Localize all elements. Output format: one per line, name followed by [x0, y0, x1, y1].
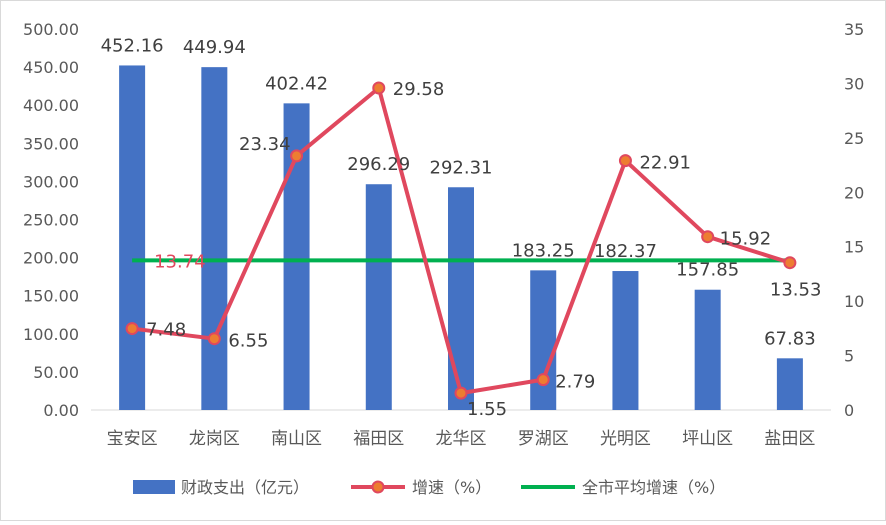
- bar-value-label: 452.16: [101, 35, 164, 56]
- bar-series: [119, 65, 803, 411]
- left-tick-label: 450.00: [23, 58, 79, 77]
- category-label: 福田区: [353, 429, 404, 449]
- category-label: 宝安区: [107, 429, 158, 449]
- growth-point: [290, 149, 304, 163]
- growth-point: [536, 373, 550, 387]
- left-tick-label: 0.00: [43, 401, 79, 420]
- legend-growth-label: 增速（%）: [412, 478, 491, 497]
- category-label: 坪山区: [682, 429, 733, 449]
- category-label: 盐田区: [764, 429, 815, 449]
- category-label: 光明区: [600, 429, 651, 449]
- left-tick-label: 400.00: [23, 96, 79, 115]
- growth-value-label: 6.55: [228, 331, 268, 352]
- category-label: 龙华区: [436, 429, 487, 449]
- growth-point: [207, 332, 221, 346]
- right-tick-label: 30: [844, 74, 864, 93]
- bar: [694, 289, 721, 410]
- legend-growth-marker: [371, 480, 385, 494]
- category-labels: 宝安区 龙岗区 南山区 福田区 龙华区 罗湖区 光明区 坪山区 盐田区: [107, 429, 816, 449]
- legend-bar-label: 财政支出（亿元）: [181, 478, 309, 497]
- bar: [612, 271, 639, 410]
- bar-value-label: 449.94: [183, 37, 246, 58]
- growth-point: [701, 230, 715, 244]
- bar-value-label: 183.25: [512, 240, 575, 261]
- growth-value-label: 22.91: [639, 153, 691, 174]
- right-tick-label: 20: [844, 183, 864, 202]
- bar-value-label: 292.31: [430, 157, 493, 178]
- right-tick-label: 5: [844, 347, 854, 366]
- growth-value-label: 7.48: [146, 320, 186, 341]
- left-tick-label: 200.00: [23, 249, 79, 268]
- bar-value-label: 182.37: [594, 241, 657, 262]
- left-tick-label: 350.00: [23, 134, 79, 153]
- growth-value-label: 13.53: [770, 280, 822, 301]
- data-labels: 452.16 449.94 402.42 296.29 292.31 183.25 182.…: [101, 35, 822, 420]
- bar: [201, 67, 228, 410]
- bar: [776, 358, 803, 410]
- bar: [530, 270, 557, 410]
- right-tick-label: 35: [844, 20, 864, 39]
- left-axis-ticks: 0.00 50.00 100.00 150.00 200.00 250.00 300.00 3…: [23, 20, 79, 420]
- growth-value-label: 1.55: [467, 399, 507, 420]
- growth-point: [125, 322, 139, 336]
- right-tick-label: 10: [844, 292, 864, 311]
- category-label: 罗湖区: [518, 429, 569, 449]
- legend-bar-swatch: [133, 480, 175, 494]
- bar-value-label: 296.29: [347, 154, 410, 175]
- left-tick-label: 250.00: [23, 211, 79, 230]
- left-tick-label: 150.00: [23, 287, 79, 306]
- category-label: 龙岗区: [189, 429, 240, 449]
- growth-point: [454, 386, 468, 400]
- average-value-label: 13.74: [154, 251, 206, 272]
- growth-value-label: 29.58: [393, 79, 445, 100]
- bar-value-label: 157.85: [676, 260, 739, 281]
- bar-value-label: 402.42: [265, 73, 328, 94]
- growth-value-label: 23.34: [239, 134, 291, 155]
- growth-point: [618, 154, 632, 168]
- growth-point: [372, 81, 386, 95]
- bar: [119, 65, 146, 411]
- right-tick-label: 25: [844, 129, 864, 148]
- right-axis-ticks: 0 5 10 15 20 25 30 35: [844, 20, 864, 420]
- bar: [365, 184, 392, 410]
- right-tick-label: 0: [844, 401, 854, 420]
- left-tick-label: 50.00: [33, 363, 79, 382]
- growth-value-label: 15.92: [720, 229, 772, 250]
- left-tick-label: 100.00: [23, 325, 79, 344]
- bar: [448, 187, 474, 410]
- left-tick-label: 300.00: [23, 172, 79, 191]
- legend: 财政支出（亿元） 增速（%） 全市平均增速（%）: [133, 478, 725, 497]
- left-tick-label: 500.00: [23, 20, 79, 39]
- growth-point: [783, 256, 797, 270]
- legend-average-label: 全市平均增速（%）: [582, 478, 725, 497]
- right-tick-label: 15: [844, 238, 864, 257]
- category-label: 南山区: [271, 429, 322, 449]
- bar-value-label: 67.83: [764, 328, 816, 349]
- growth-value-label: 2.79: [555, 372, 595, 393]
- growth-line-series: [125, 81, 797, 400]
